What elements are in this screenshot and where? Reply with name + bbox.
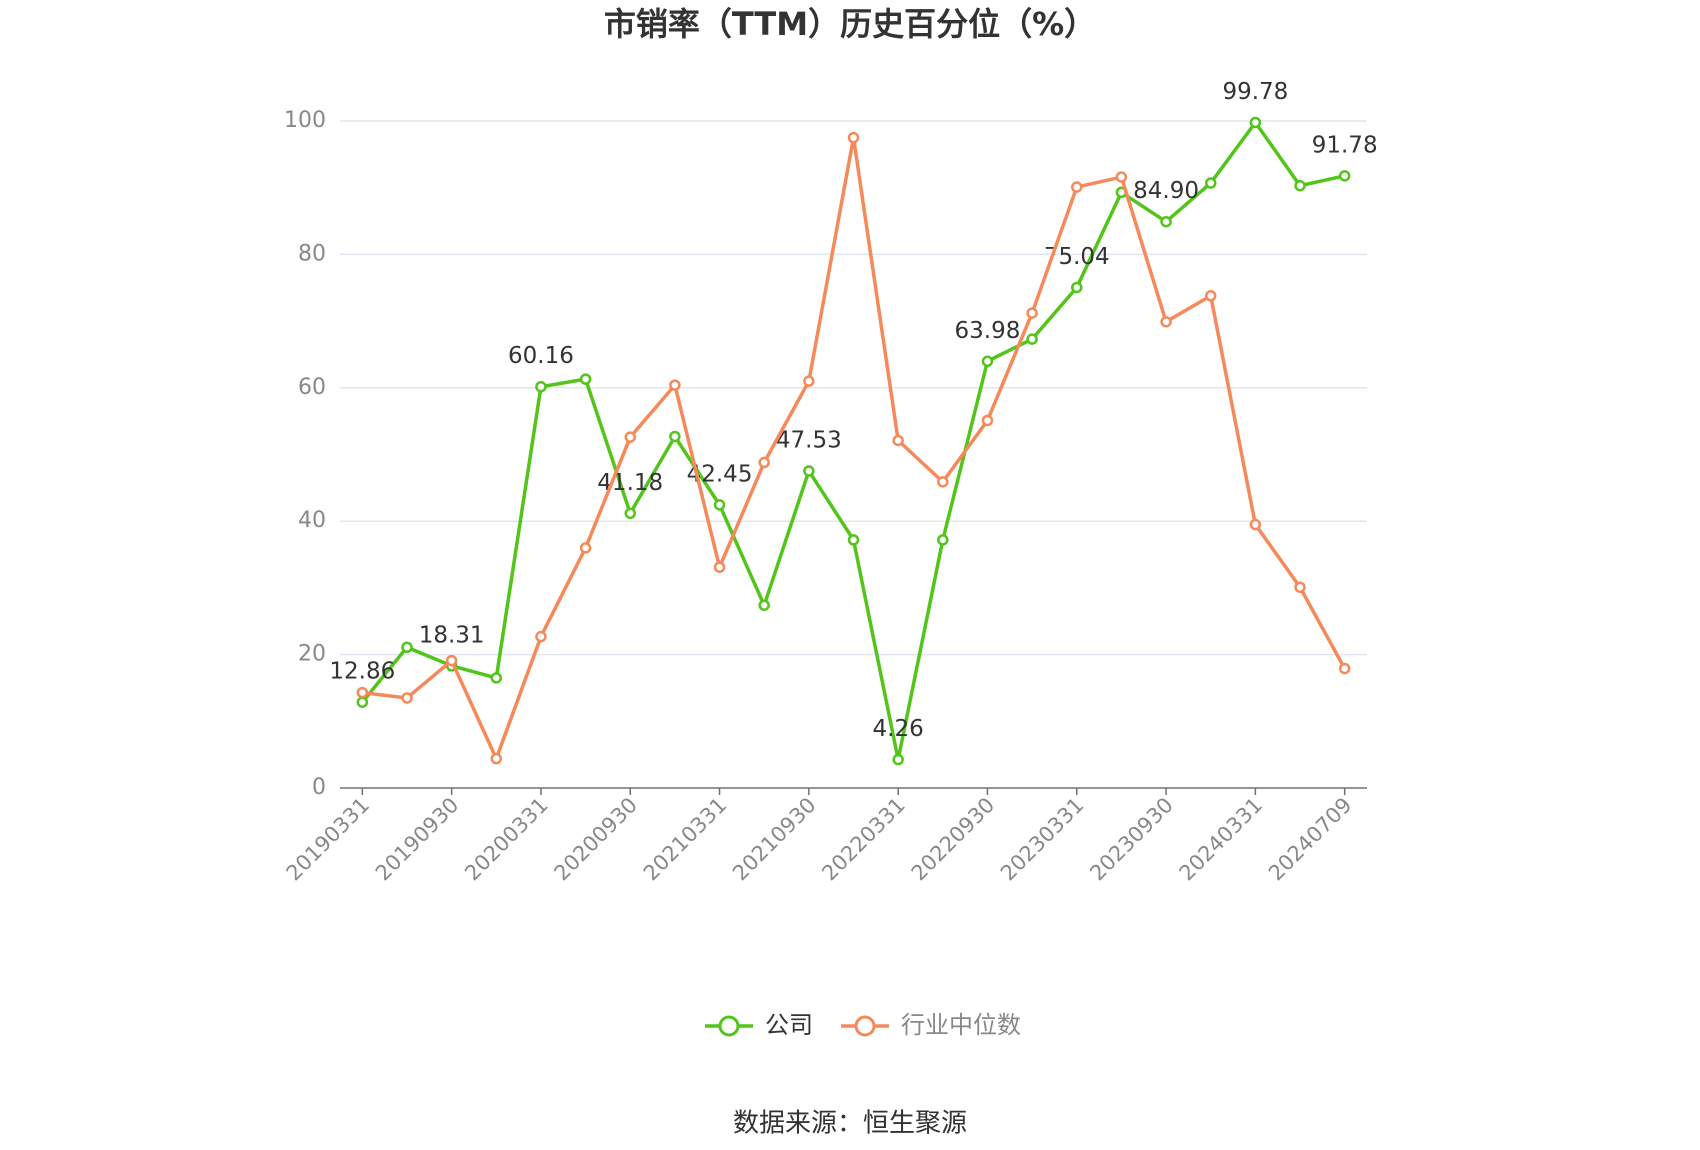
data-point [1115, 171, 1128, 183]
legend-item[interactable]: 行业中位数 [841, 1011, 1021, 1039]
data-point [1026, 307, 1038, 319]
y-tick-label: 100 [284, 108, 326, 133]
data-point [1071, 181, 1083, 193]
x-tick-label: 20230930 [1085, 793, 1178, 886]
data-point [624, 507, 636, 520]
x-tick-label: 20220331 [817, 793, 910, 886]
x-tick-label: 20200930 [549, 793, 642, 886]
data-point [535, 630, 547, 643]
data-point [758, 456, 770, 469]
data-point [490, 752, 503, 765]
data-point [892, 434, 904, 447]
x-tick-label: 20210930 [728, 793, 821, 886]
x-tick-label: 20200331 [460, 793, 553, 886]
data-label: 91.78 [1312, 132, 1378, 158]
data-point [401, 641, 413, 654]
data-label: 99.78 [1222, 79, 1288, 105]
x-tick-label: 20190930 [371, 793, 464, 886]
data-point [1026, 333, 1038, 345]
data-point [401, 692, 413, 704]
data-point [937, 476, 949, 488]
series-line [360, 120, 1346, 762]
data-point [356, 686, 369, 699]
data-point [1071, 281, 1083, 294]
series-line [362, 135, 1347, 761]
data-point [758, 599, 770, 611]
data-point [490, 672, 503, 684]
x-tick-label: 20190331 [282, 793, 375, 886]
data-point [1338, 662, 1351, 675]
y-tick-label: 80 [298, 241, 326, 266]
data-label: 60.16 [508, 343, 574, 369]
data-point [624, 431, 636, 443]
data-point [579, 373, 592, 385]
data-point [937, 534, 949, 546]
x-tick-label: 20230331 [996, 793, 1089, 886]
y-tick-label: 60 [298, 375, 326, 400]
data-point [713, 499, 726, 511]
data-point [356, 696, 369, 708]
data-point [1160, 215, 1172, 228]
data-point [981, 355, 994, 368]
y-tick-label: 40 [298, 508, 326, 533]
legend-label: 公司 [765, 1011, 813, 1039]
legend-marker [718, 1015, 740, 1037]
data-label: 63.98 [955, 318, 1021, 344]
x-tick-label: 20210331 [639, 793, 732, 886]
y-tick-label: 0 [312, 775, 326, 800]
data-point [1249, 116, 1262, 129]
data-point [1204, 290, 1217, 302]
data-point [1160, 316, 1172, 328]
x-tick-label: 20240331 [1175, 793, 1268, 886]
data-point [669, 379, 681, 391]
data-point [892, 753, 904, 766]
data-point [1338, 170, 1351, 182]
data-label: 12.86 [329, 659, 395, 685]
data-point [669, 430, 681, 443]
data-point [803, 465, 815, 477]
data-point [1249, 518, 1262, 531]
data-point [579, 542, 592, 554]
data-point [847, 131, 860, 144]
data-label: 4.26 [873, 716, 924, 742]
x-tick-label: 20240709 [1264, 793, 1357, 886]
data-point [713, 561, 726, 573]
data-point [445, 654, 458, 667]
data-point [535, 380, 547, 393]
source-note: 数据来源：恒生聚源 [733, 1109, 967, 1139]
data-label: 84.90 [1133, 178, 1199, 204]
x-tick-label: 20220930 [907, 793, 1000, 886]
data-point [803, 375, 815, 387]
data-label: 47.53 [776, 427, 842, 453]
chart-title: 市销率（TTM）历史百分位（%） [604, 5, 1096, 43]
data-point [847, 534, 860, 546]
legend-item[interactable]: 公司 [705, 1011, 813, 1039]
data-point [1204, 177, 1217, 189]
data-point [981, 414, 994, 427]
data-label: 18.31 [419, 622, 485, 648]
data-point [1294, 179, 1306, 192]
legend-label: 行业中位数 [901, 1011, 1021, 1039]
y-tick-label: 20 [298, 642, 326, 667]
data-point [1294, 581, 1306, 593]
legend-marker [854, 1015, 876, 1037]
